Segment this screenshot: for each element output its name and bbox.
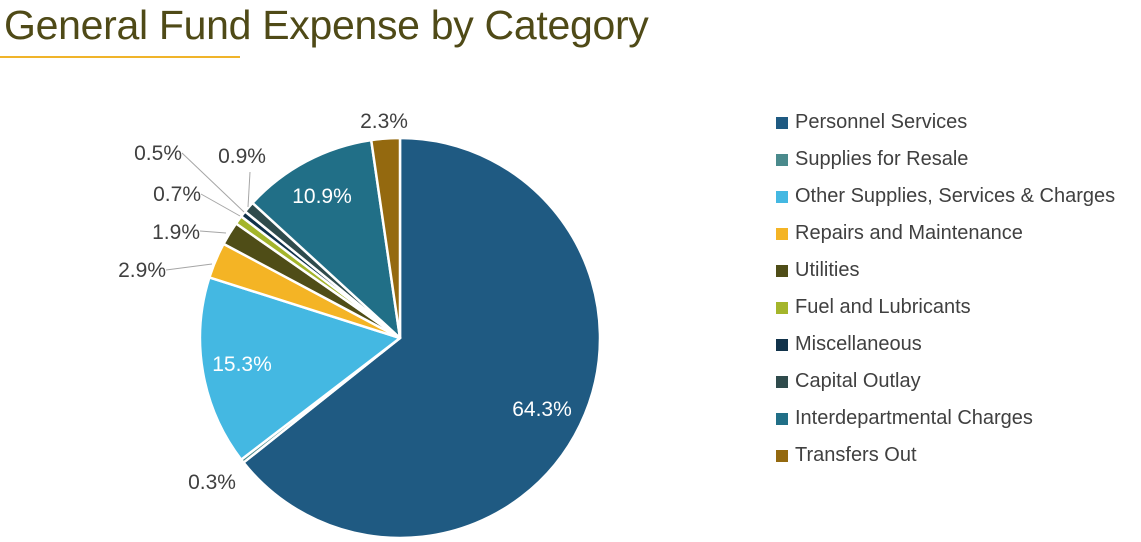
legend-label: Interdepartmental Charges	[795, 407, 1033, 429]
leader-line-repairs-and-maintenance	[165, 263, 213, 271]
legend-item-miscellaneous: Miscellaneous	[776, 326, 1115, 363]
leader-line-utilities	[199, 230, 227, 234]
legend-label: Fuel and Lubricants	[795, 296, 971, 318]
legend-swatch	[776, 338, 788, 351]
legend-label: Transfers Out	[795, 444, 917, 466]
data-label-miscellaneous: 0.5%	[134, 142, 182, 165]
data-label-personnel-services: 64.3%	[512, 398, 572, 421]
legend-label: Capital Outlay	[795, 370, 921, 392]
data-label-supplies-for-resale: 0.3%	[188, 471, 236, 494]
legend-label: Other Supplies, Services & Charges	[795, 185, 1116, 207]
legend-item-supplies-for-resale: Supplies for Resale	[776, 141, 1115, 178]
legend-item-repairs-and-maintenance: Repairs and Maintenance	[776, 215, 1115, 252]
legend-swatch	[776, 153, 788, 166]
legend-item-personnel-services: Personnel Services	[776, 104, 1115, 141]
leader-line-fuel-and-lubricants	[200, 193, 241, 217]
legend-label: Miscellaneous	[795, 333, 922, 355]
leader-line-miscellaneous	[181, 152, 245, 213]
legend-swatch	[776, 301, 788, 314]
leader-line-capital-outlay	[247, 171, 251, 208]
legend-swatch	[776, 375, 788, 388]
pie-slice-personnel-services	[242, 136, 602, 540]
legend-swatch	[776, 412, 788, 425]
data-label-fuel-and-lubricants: 0.7%	[153, 183, 201, 206]
legend-swatch	[776, 449, 788, 462]
legend-label: Supplies for Resale	[795, 148, 969, 170]
data-label-capital-outlay: 0.9%	[218, 145, 266, 168]
legend-item-capital-outlay: Capital Outlay	[776, 363, 1115, 400]
data-label-other-supplies-services-and-charges: 15.3%	[212, 353, 272, 376]
data-label-transfers-out: 2.3%	[360, 110, 408, 133]
legend-swatch	[776, 116, 788, 129]
legend-item-interdepartmental-charges: Interdepartmental Charges	[776, 400, 1115, 437]
legend-item-fuel-and-lubricants: Fuel and Lubricants	[776, 289, 1115, 326]
pie-slice-interdepartmental-charges	[251, 138, 402, 340]
legend-label: Repairs and Maintenance	[795, 222, 1023, 244]
data-label-interdepartmental-charges: 10.9%	[292, 185, 352, 208]
legend-item-utilities: Utilities	[776, 252, 1115, 289]
data-label-utilities: 1.9%	[152, 221, 200, 244]
data-label-repairs-and-maintenance: 2.9%	[118, 259, 166, 282]
chart-title: General Fund Expense by Category	[4, 2, 649, 48]
pie-slice-transfers-out	[369, 136, 402, 340]
legend-item-transfers-out: Transfers Out	[776, 437, 1115, 474]
chart-legend: Personnel Services Supplies for Resale Oth…	[776, 104, 1115, 474]
legend-item-other-supplies-services-and-charges: Other Supplies, Services & Charges	[776, 178, 1115, 215]
legend-swatch	[776, 190, 788, 203]
legend-label: Personnel Services	[795, 111, 968, 133]
legend-swatch	[776, 227, 788, 240]
title-underline	[0, 56, 240, 58]
pie-chart: 64.3% 0.3% 15.3% 2.9% 1.9% 0.7% 0.5% 0.9% 10.9% 2…	[118, 110, 602, 540]
legend-label: Utilities	[795, 259, 860, 281]
legend-swatch	[776, 264, 788, 277]
